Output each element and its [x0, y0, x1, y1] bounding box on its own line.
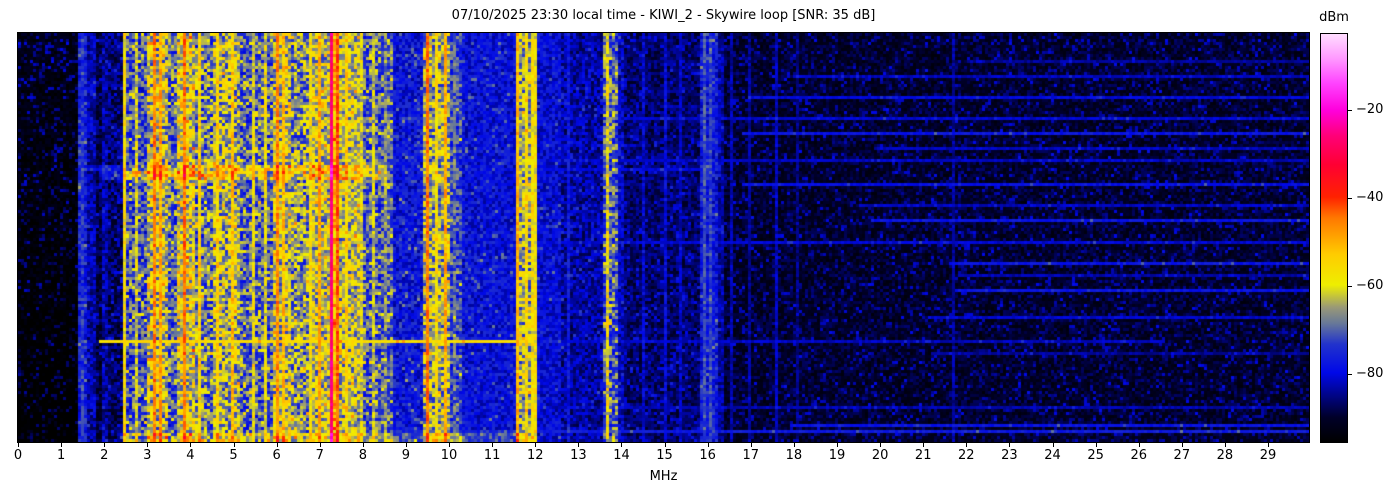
colorbar-label: dBm: [1319, 10, 1349, 25]
x-tick: [18, 443, 19, 447]
x-tick-label: 4: [186, 448, 195, 463]
x-tick: [61, 443, 63, 447]
x-tick: [793, 443, 795, 447]
x-tick-label: 17: [742, 448, 760, 463]
x-tick-label: 6: [272, 448, 281, 463]
x-tick: [966, 443, 968, 447]
chart-title: 07/10/2025 23:30 local time - KIWI_2 - S…: [451, 8, 876, 23]
x-tick: [1138, 443, 1140, 447]
x-tick: [276, 443, 278, 447]
colorbar-tick-label: −80: [1356, 365, 1384, 381]
x-tick: [319, 443, 321, 447]
x-tick-label: 12: [526, 448, 544, 463]
spectrogram-canvas: [18, 33, 1309, 442]
x-tick: [104, 443, 106, 447]
x-tick: [664, 443, 666, 447]
x-tick: [578, 443, 580, 447]
x-tick-label: 7: [315, 448, 324, 463]
x-tick: [405, 443, 407, 447]
x-tick: [362, 443, 364, 447]
x-tick-label: 11: [483, 448, 501, 463]
x-tick: [621, 443, 623, 447]
x-tick-label: 20: [871, 448, 889, 463]
plot-area: [17, 32, 1310, 443]
colorbar-tick-label: −60: [1356, 277, 1384, 293]
x-tick: [1224, 443, 1226, 447]
x-tick: [923, 443, 925, 447]
x-tick-label: 26: [1130, 448, 1147, 463]
colorbar-tick: [1348, 110, 1352, 112]
x-tick-label: 15: [656, 448, 673, 463]
x-tick-label: 9: [401, 448, 411, 463]
x-tick-label: 22: [958, 448, 975, 463]
x-tick-label: 29: [1259, 448, 1277, 463]
x-axis-label: MHz: [649, 469, 678, 484]
x-tick: [147, 443, 149, 447]
x-tick-label: 24: [1044, 448, 1061, 463]
x-tick: [1009, 443, 1011, 447]
x-tick-label: 2: [100, 448, 109, 463]
x-tick-label: 28: [1216, 448, 1234, 463]
x-tick-label: 13: [570, 448, 587, 463]
x-tick: [707, 443, 709, 447]
x-tick: [233, 443, 235, 447]
x-tick: [190, 443, 192, 447]
colorbar-tick-label: −40: [1356, 189, 1384, 205]
x-tick-label: 3: [143, 448, 152, 463]
x-tick: [836, 443, 838, 447]
x-tick-label: 5: [229, 448, 238, 463]
colorbar-tick: [1348, 285, 1352, 287]
x-tick: [1181, 443, 1183, 447]
x-tick-label: 14: [613, 448, 630, 463]
x-tick-label: 27: [1173, 448, 1191, 463]
x-tick: [1268, 443, 1270, 447]
colorbar: [1320, 33, 1348, 443]
x-tick-label: 0: [13, 448, 23, 463]
x-tick-label: 25: [1087, 448, 1104, 463]
x-tick-label: 23: [1001, 448, 1018, 463]
x-tick-label: 21: [914, 448, 932, 463]
x-tick: [1095, 443, 1097, 447]
x-tick-label: 1: [56, 448, 66, 463]
colorbar-tick: [1348, 197, 1352, 199]
x-tick: [1052, 443, 1054, 447]
x-tick: [750, 443, 752, 447]
x-tick-label: 19: [828, 448, 846, 463]
x-tick: [492, 443, 494, 447]
colorbar-tick: [1348, 373, 1352, 375]
x-tick-label: 16: [699, 448, 716, 463]
colorbar-tick-label: −20: [1356, 102, 1384, 118]
x-tick-label: 10: [440, 448, 458, 463]
x-tick: [880, 443, 882, 447]
x-tick: [535, 443, 537, 447]
x-tick-label: 18: [785, 448, 803, 463]
x-tick: [449, 443, 451, 447]
x-tick-label: 8: [358, 448, 367, 463]
